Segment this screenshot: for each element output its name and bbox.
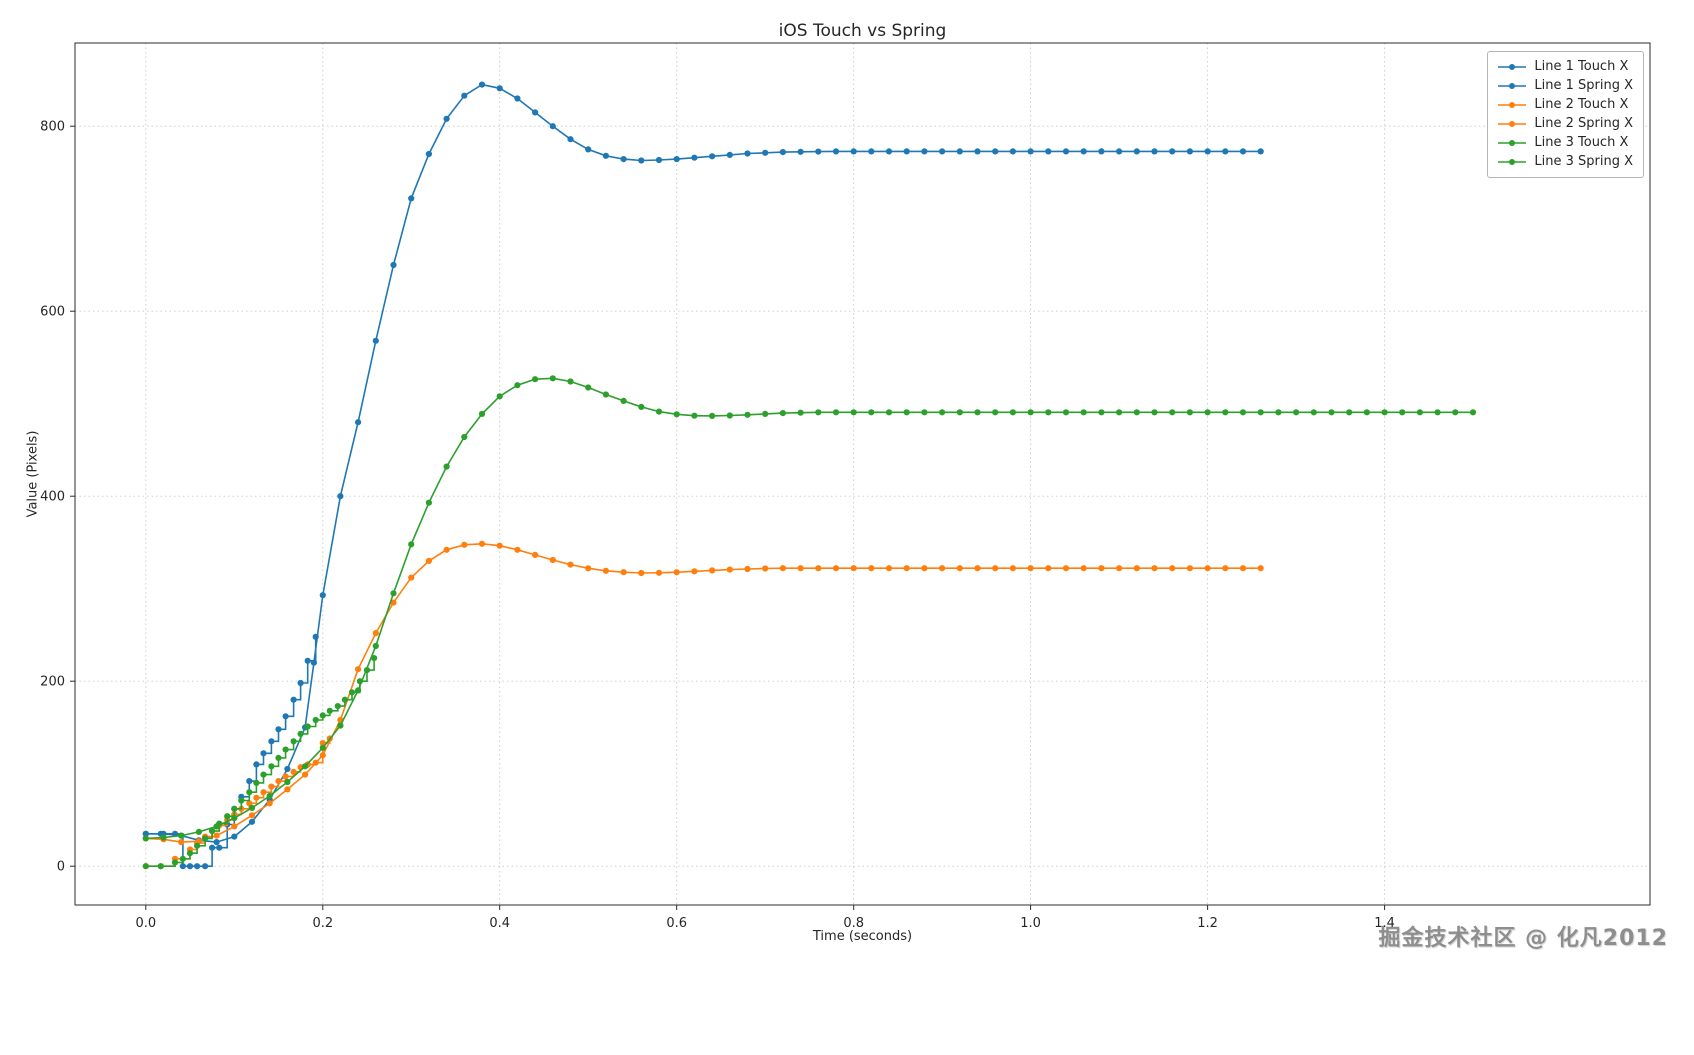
series-line-2-touch-x xyxy=(142,735,333,870)
series-line-3-touch-x xyxy=(142,655,378,870)
legend-line-marker-icon xyxy=(1498,83,1527,89)
legend-label: Line 1 Spring X xyxy=(1534,78,1633,93)
legend-line-marker-icon xyxy=(1498,159,1527,165)
legend-label: Line 2 Spring X xyxy=(1534,116,1633,131)
x-tick-label: 1.2 xyxy=(1197,916,1218,931)
legend-label: Line 3 Spring X xyxy=(1534,154,1633,169)
y-tick-label: 600 xyxy=(40,305,65,320)
x-tick-label: 1.0 xyxy=(1020,916,1041,931)
legend-line-marker-icon xyxy=(1498,121,1527,127)
legend-item-line-1-touch-x: Line 1 Touch X xyxy=(1497,59,1633,75)
legend-line-marker-icon xyxy=(1498,102,1527,108)
y-tick-label: 800 xyxy=(40,120,65,135)
legend-line-marker-icon xyxy=(1498,140,1527,146)
legend: Line 1 Touch X Line 1 Spring X Line 2 Touc… xyxy=(1487,51,1644,178)
axes-frame xyxy=(74,42,1651,906)
x-tick-label: 1.4 xyxy=(1374,916,1395,931)
x-axis-label: Time (seconds) xyxy=(812,929,913,944)
x-tick-label: 0.4 xyxy=(489,916,510,931)
legend-label: Line 1 Touch X xyxy=(1534,59,1629,74)
y-tick-label: 200 xyxy=(40,675,65,690)
series-line-2-spring-x xyxy=(142,540,1264,846)
y-tick-label: 400 xyxy=(40,490,65,505)
legend-item-line-2-spring-x: Line 2 Spring X xyxy=(1497,116,1633,132)
legend-item-line-3-touch-x: Line 3 Touch X xyxy=(1497,135,1633,151)
y-tick-label: 0 xyxy=(57,860,65,875)
series-line-3-spring-x xyxy=(142,375,1477,842)
series-line-1-spring-x xyxy=(142,81,1264,846)
legend-item-line-3-spring-x: Line 3 Spring X xyxy=(1497,154,1633,170)
x-tick-label: 0.8 xyxy=(843,916,864,931)
x-tick-label: 0.6 xyxy=(666,916,687,931)
legend-item-line-1-spring-x: Line 1 Spring X xyxy=(1497,78,1633,94)
legend-line-marker-icon xyxy=(1498,64,1527,70)
x-tick-label: 0.2 xyxy=(312,916,333,931)
chart-title: iOS Touch vs Spring xyxy=(778,21,947,41)
watermark: 掘金技术社区 @ 化凡2012 xyxy=(1378,926,1668,951)
y-axis-label: Value (Pixels) xyxy=(25,430,41,518)
x-tick-label: 0.0 xyxy=(135,916,156,931)
legend-label: Line 3 Touch X xyxy=(1534,135,1629,150)
legend-item-line-2-touch-x: Line 2 Touch X xyxy=(1497,97,1633,113)
legend-label: Line 2 Touch X xyxy=(1534,97,1629,112)
